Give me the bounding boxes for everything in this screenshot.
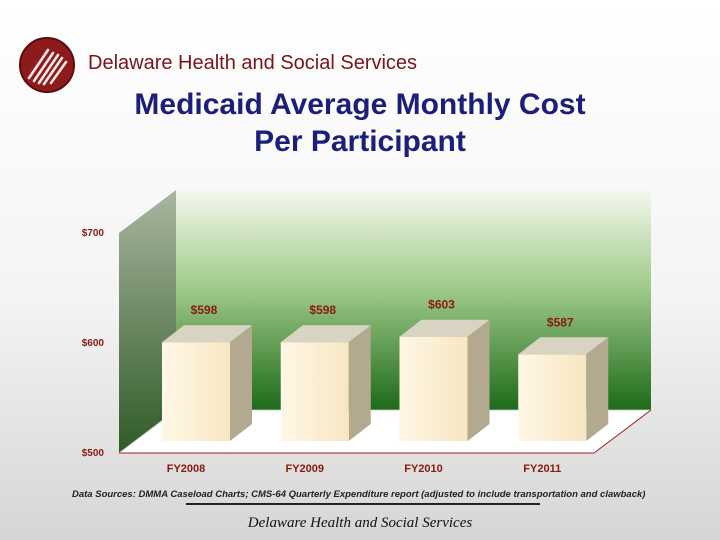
bar-value-label: $603 xyxy=(428,298,455,312)
dhss-logo-icon xyxy=(19,37,75,93)
bar-group: $598 xyxy=(280,303,371,441)
bar-side xyxy=(586,337,609,441)
slide-title-line-2: Per Participant xyxy=(254,125,466,158)
x-tick-label: FY2010 xyxy=(404,463,443,475)
y-tick-label: $600 xyxy=(82,338,105,349)
y-tick-label: $500 xyxy=(82,448,105,459)
bar-side xyxy=(230,325,252,441)
slide-title-line-1: Medicaid Average Monthly Cost xyxy=(134,88,586,121)
bars: $598 $598 $603 $587 xyxy=(162,298,609,441)
y-tick-label: $700 xyxy=(82,228,105,239)
source-note: Data Sources: DMMA Caseload Charts; CMS-… xyxy=(72,489,646,500)
y-axis: $500 $600 $700 xyxy=(82,228,105,459)
bar-group: $598 xyxy=(162,303,252,441)
bar-top xyxy=(518,337,609,355)
footer-text: Delaware Health and Social Services xyxy=(247,515,473,531)
chart-floor-edge xyxy=(593,409,652,454)
bar-side xyxy=(467,319,490,441)
org-name: Delaware Health and Social Services xyxy=(88,52,418,74)
x-axis: FY2008 FY2009 FY2010 FY2011 xyxy=(167,463,561,475)
chart-side-wall xyxy=(119,190,176,453)
x-tick-label: FY2011 xyxy=(523,463,561,475)
bar xyxy=(280,342,349,441)
bar-value-label: $598 xyxy=(191,303,218,317)
x-tick-label: FY2009 xyxy=(285,463,324,475)
bar-group: $587 xyxy=(518,315,609,441)
bar xyxy=(399,336,468,441)
bar-top xyxy=(162,325,252,343)
bar xyxy=(518,354,587,441)
x-tick-label: FY2008 xyxy=(167,463,206,475)
slide-title: Medicaid Average Monthly Cost Per Partic… xyxy=(60,86,660,160)
bar-top xyxy=(280,325,371,343)
bar-value-label: $587 xyxy=(547,315,574,329)
footer-divider xyxy=(186,503,540,505)
bar-side xyxy=(348,325,371,441)
bar-value-label: $598 xyxy=(309,303,336,317)
bar xyxy=(162,342,230,441)
bar-group: $603 xyxy=(399,298,490,441)
bar-top xyxy=(399,319,490,337)
